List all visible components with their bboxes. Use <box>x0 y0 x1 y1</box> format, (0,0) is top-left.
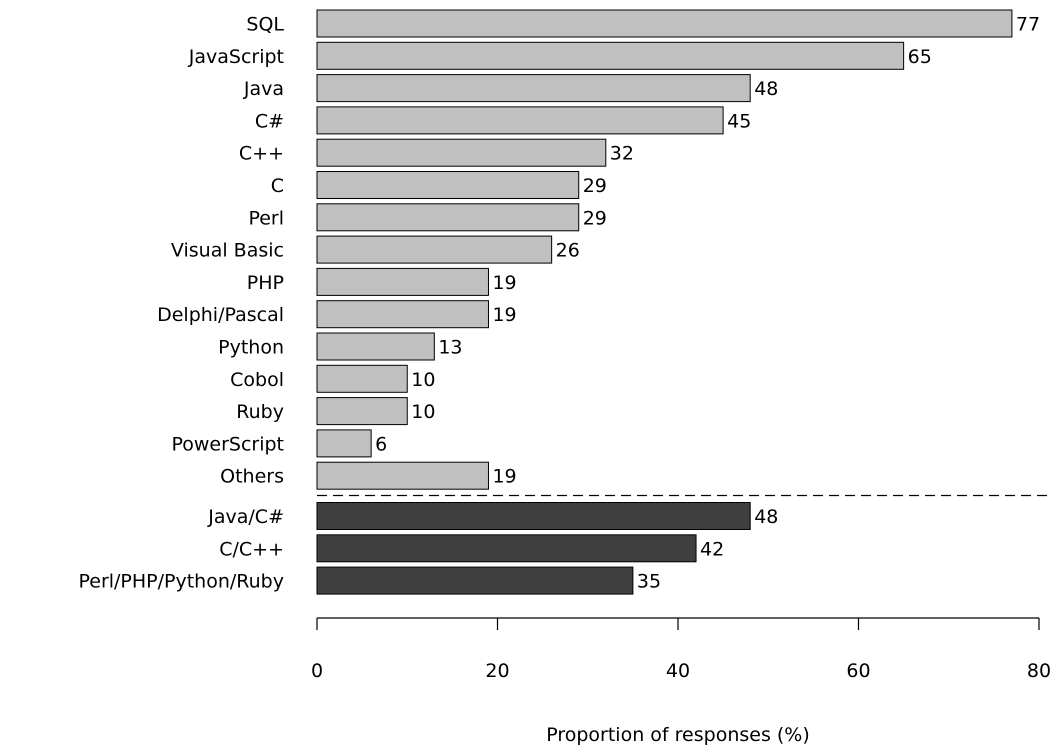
value-label-cplusplus: 32 <box>610 143 634 165</box>
value-label-java-csharp: 48 <box>754 506 778 528</box>
x-tick-label-20: 20 <box>485 660 509 682</box>
x-tick-label-40: 40 <box>666 660 690 682</box>
bar-delphi-pascal <box>316 300 489 329</box>
bar-cplusplus <box>316 138 607 167</box>
x-tick-label-60: 60 <box>846 660 870 682</box>
bar-ruby <box>316 397 408 426</box>
category-label-c-cplusplus: C/C++ <box>219 538 284 560</box>
x-axis: 0 20 40 60 80 <box>311 617 1051 682</box>
bar-c-cplusplus <box>316 534 697 563</box>
value-label-perl-php-python-ruby: 35 <box>637 571 661 593</box>
x-tick-label-80: 80 <box>1027 660 1051 682</box>
category-label-perl-php-python-ruby: Perl/PHP/Python/Ruby <box>78 571 284 593</box>
category-label-python: Python <box>218 337 284 359</box>
category-label-java-csharp: Java/C# <box>207 506 284 528</box>
category-label-perl: Perl <box>248 207 284 229</box>
value-label-java: 48 <box>754 78 778 100</box>
value-label-ruby: 10 <box>411 401 435 423</box>
category-labels: SQL JavaScript Java C# C++ C Perl Visual Basic P… <box>78 14 284 593</box>
bar-perl <box>316 203 580 232</box>
value-label-python: 13 <box>438 337 462 359</box>
value-label-c-cplusplus: 42 <box>700 538 724 560</box>
value-label-javascript: 65 <box>908 46 932 68</box>
category-label-others: Others <box>220 466 284 488</box>
bar-powerscript <box>316 429 372 458</box>
value-label-sql: 77 <box>1016 14 1040 36</box>
category-label-javascript: JavaScript <box>188 46 284 68</box>
category-label-visual-basic: Visual Basic <box>171 240 284 262</box>
category-label-csharp: C# <box>255 110 284 132</box>
category-label-php: PHP <box>247 272 284 294</box>
bar-java-csharp <box>316 502 751 530</box>
value-label-others: 19 <box>492 466 516 488</box>
value-label-php: 19 <box>492 272 516 294</box>
bar-php <box>316 267 489 296</box>
value-label-delphi-pascal: 19 <box>492 304 516 326</box>
category-label-delphi-pascal: Delphi/Pascal <box>157 304 284 326</box>
category-label-cplusplus: C++ <box>239 143 284 165</box>
bar-cobol <box>316 364 408 393</box>
value-label-cobol: 10 <box>411 369 435 391</box>
x-tick-label-0: 0 <box>311 660 323 682</box>
x-axis-ticks: 0 20 40 60 80 <box>311 618 1051 682</box>
bar-java <box>316 74 751 103</box>
bar-visual-basic <box>316 235 553 264</box>
bar-c <box>316 171 580 199</box>
category-label-java: Java <box>243 78 284 100</box>
bar-javascript <box>316 41 905 70</box>
bar-perl-php-python-ruby <box>316 566 634 595</box>
bar-python <box>316 332 435 361</box>
bar-csharp <box>316 106 724 135</box>
category-label-powerscript: PowerScript <box>171 433 284 455</box>
bars-group <box>316 9 1013 595</box>
value-label-perl: 29 <box>583 207 607 229</box>
bar-sql <box>316 9 1013 38</box>
category-label-cobol: Cobol <box>230 369 284 391</box>
category-label-sql: SQL <box>246 14 284 36</box>
bar-others <box>316 461 489 490</box>
value-label-csharp: 45 <box>727 110 751 132</box>
value-label-c: 29 <box>583 175 607 197</box>
category-label-ruby: Ruby <box>236 401 284 423</box>
category-label-c: C <box>271 175 284 197</box>
x-axis-title: Proportion of responses (%) <box>546 724 810 746</box>
value-label-visual-basic: 26 <box>556 240 580 262</box>
value-label-powerscript: 6 <box>375 433 387 455</box>
